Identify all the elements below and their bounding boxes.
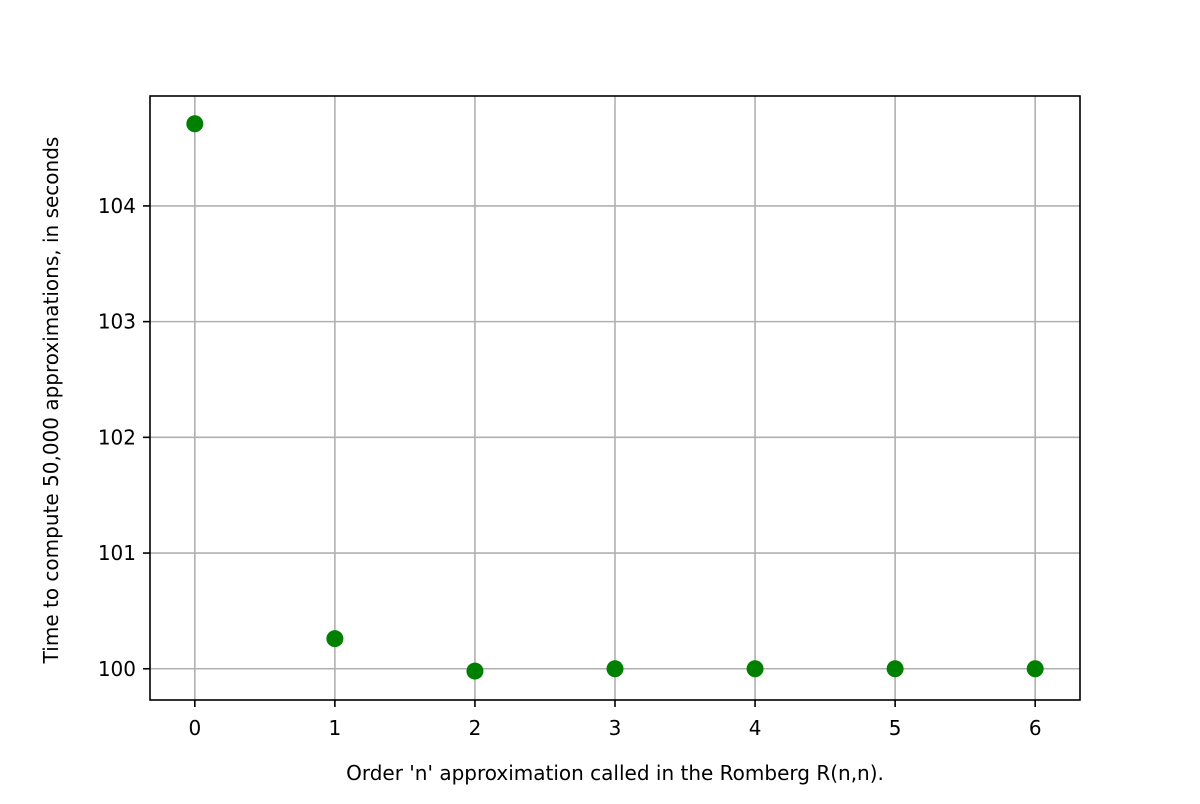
y-tick-label: 100 (98, 657, 136, 681)
x-tick-label: 6 (1029, 716, 1042, 740)
x-tick-label: 0 (188, 716, 201, 740)
grid-lines (150, 96, 1080, 700)
x-tick-label: 5 (889, 716, 902, 740)
axis-ticks (143, 205, 1036, 707)
y-tick-label: 103 (98, 310, 136, 334)
data-point (886, 660, 904, 678)
x-tick-label: 3 (609, 716, 622, 740)
y-axis-label: Time to compute 50,000 approximations, i… (39, 137, 63, 665)
data-points (186, 115, 1044, 680)
x-axis-label: Order 'n' approximation called in the Ro… (346, 761, 884, 785)
data-point (606, 660, 624, 678)
data-point (326, 630, 344, 648)
y-tick-label: 102 (98, 425, 136, 449)
data-point (186, 115, 204, 133)
x-tick-label: 2 (469, 716, 482, 740)
data-point (1026, 660, 1044, 678)
x-tick-label: 4 (749, 716, 762, 740)
data-point (466, 662, 484, 680)
y-tick-label: 101 (98, 541, 136, 565)
data-point (746, 660, 764, 678)
x-tick-label: 1 (329, 716, 342, 740)
tick-labels: 0 1 2 3 4 5 6 100 101 102 103 104 (98, 194, 1042, 740)
y-tick-label: 104 (98, 194, 136, 218)
